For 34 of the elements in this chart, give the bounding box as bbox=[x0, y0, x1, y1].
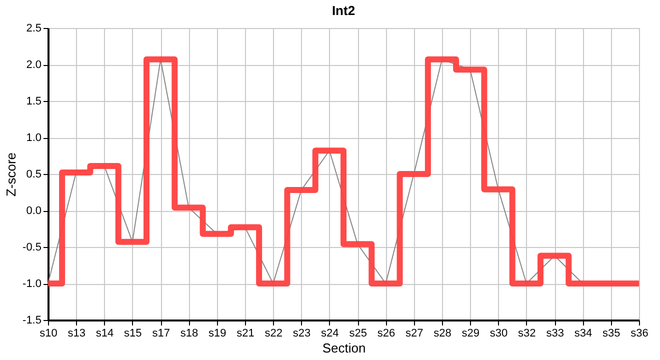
y-tick-label: 1.5 bbox=[26, 96, 42, 108]
x-tick-label: s25 bbox=[349, 328, 367, 340]
x-tick-label: s27 bbox=[405, 328, 424, 340]
y-tick-label: -1.5 bbox=[22, 314, 42, 326]
y-axis-title: Z-score bbox=[4, 152, 19, 197]
x-tick-label: s22 bbox=[264, 328, 283, 340]
x-tick-label: s19 bbox=[208, 328, 226, 340]
y-tick-label: -1.0 bbox=[22, 278, 42, 290]
x-tick-label: s32 bbox=[518, 328, 536, 340]
y-tick-label: 0.5 bbox=[26, 168, 42, 180]
x-tick-label: s23 bbox=[292, 328, 311, 340]
chart-title: Int2 bbox=[332, 3, 356, 18]
x-tick-label: s18 bbox=[180, 328, 198, 340]
x-tick-label: s13 bbox=[68, 328, 86, 340]
x-tick-label: s17 bbox=[152, 328, 170, 340]
y-tick-label: 1.0 bbox=[26, 132, 42, 144]
x-tick-label: s33 bbox=[546, 328, 564, 340]
x-tick-label: s34 bbox=[574, 328, 592, 340]
x-tick-label: s36 bbox=[630, 328, 648, 340]
x-tick-label: s29 bbox=[462, 328, 480, 340]
y-tick-label: 2.5 bbox=[26, 22, 42, 34]
y-tick-label: 0.0 bbox=[26, 205, 42, 217]
x-tick-label: s30 bbox=[490, 328, 508, 340]
y-tick-label: 2.0 bbox=[26, 59, 42, 71]
x-tick-label: s10 bbox=[40, 328, 58, 340]
x-tick-label: s28 bbox=[434, 328, 452, 340]
y-tick-label: -0.5 bbox=[22, 242, 42, 254]
x-tick-label: s35 bbox=[602, 328, 620, 340]
x-tick-label: s14 bbox=[96, 328, 114, 340]
x-tick-label: s24 bbox=[321, 328, 339, 340]
x-tick-label: s21 bbox=[236, 328, 254, 340]
x-axis-title: Section bbox=[322, 340, 366, 356]
x-tick-label: s15 bbox=[124, 328, 142, 340]
x-tick-label: s26 bbox=[377, 328, 396, 340]
